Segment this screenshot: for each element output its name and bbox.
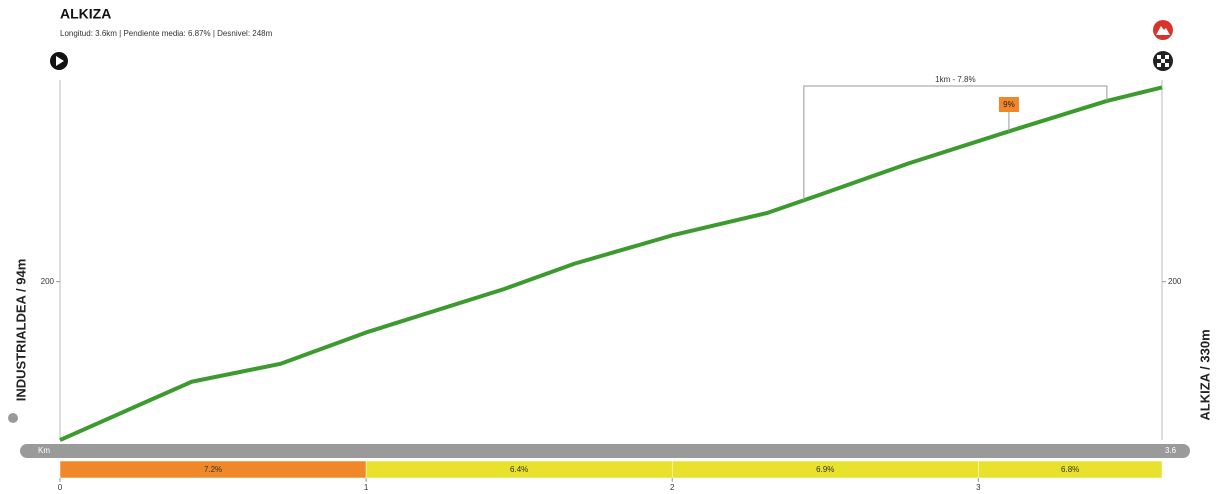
climb-bracket <box>803 85 1108 201</box>
x-tick-label: 0 <box>58 483 63 492</box>
chart-title: ALKIZA <box>60 6 111 22</box>
km-label: Km <box>38 446 50 455</box>
segment-label: 7.2% <box>204 465 222 474</box>
km-bar <box>20 444 1190 458</box>
flag-box <box>998 97 1019 112</box>
segment-label: 6.4% <box>510 465 528 474</box>
bracket-label: 1km - 7.8% <box>935 75 975 84</box>
elevation-line <box>59 85 1163 442</box>
flag-label: 9% <box>1003 100 1015 109</box>
x-tick-label: 2 <box>670 483 675 492</box>
segment-label: 6.8% <box>1061 465 1079 474</box>
end-label: ALKIZA / 330m <box>1197 329 1212 420</box>
y-tick-label-right: 200 <box>1168 277 1182 286</box>
start-label: INDUSTRIALDEA / 94m <box>13 259 28 402</box>
chart-subtitle: Longitud: 3.6km | Pendiente media: 6.87%… <box>60 29 273 38</box>
km-end-label: 3.6 <box>1165 446 1177 455</box>
summit-icon <box>1153 20 1173 40</box>
start-marker <box>8 413 18 423</box>
start-icon <box>50 52 68 70</box>
gradient-segment <box>978 460 1163 479</box>
y-tick-label: 200 <box>41 277 55 286</box>
x-tick-label: 3 <box>976 483 981 492</box>
segment-label: 6.9% <box>816 465 834 474</box>
x-tick-label: 1 <box>364 483 369 492</box>
finish-flag-icon <box>1153 51 1173 71</box>
